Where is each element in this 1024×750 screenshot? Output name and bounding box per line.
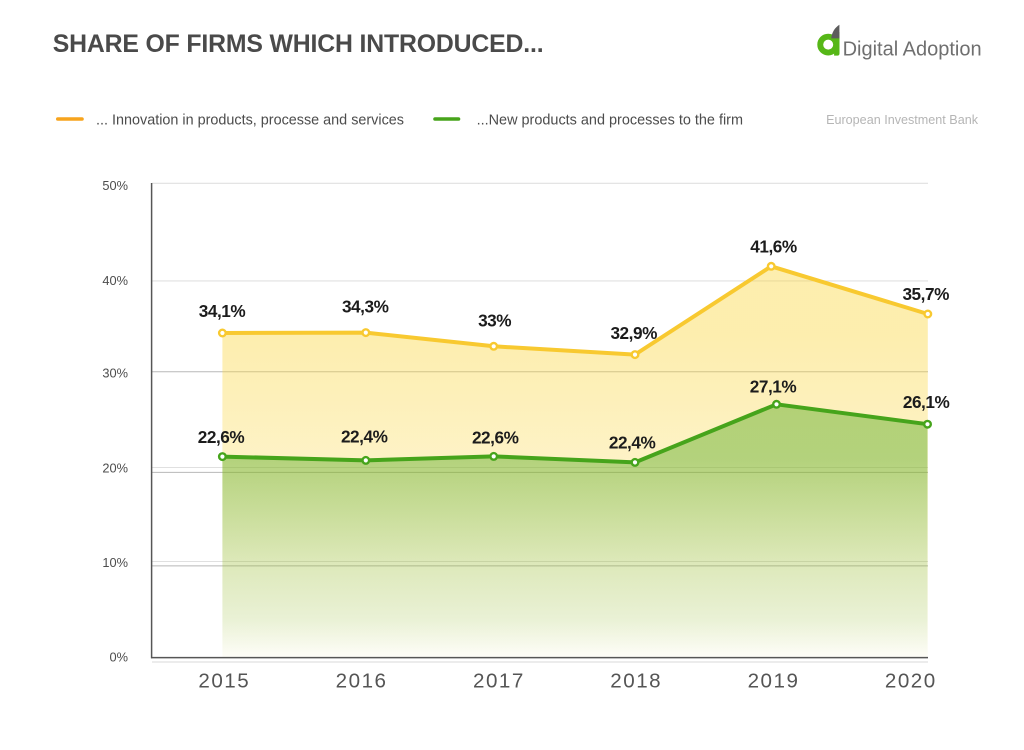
- svg-text:2019: 2019: [748, 669, 800, 692]
- svg-text:26,1%: 26,1%: [903, 392, 950, 412]
- svg-text:...New products and processes: ...New products and processes to the fir…: [477, 112, 743, 128]
- svg-text:22,4%: 22,4%: [609, 432, 656, 452]
- svg-text:2020: 2020: [885, 669, 937, 692]
- svg-text:50%: 50%: [102, 178, 128, 193]
- svg-text:32,9%: 32,9%: [610, 323, 657, 343]
- svg-text:41,6%: 41,6%: [750, 236, 797, 256]
- svg-text:22,6%: 22,6%: [472, 427, 519, 447]
- svg-text:22,6%: 22,6%: [198, 427, 245, 447]
- svg-text:SHARE OF FIRMS WHICH INTRODUCE: SHARE OF FIRMS WHICH INTRODUCED...: [53, 31, 544, 58]
- svg-text:Digital Adoption: Digital Adoption: [843, 39, 982, 61]
- svg-text:30%: 30%: [102, 366, 128, 381]
- svg-text:34,1%: 34,1%: [199, 301, 246, 321]
- svg-text:35,7%: 35,7%: [902, 284, 949, 304]
- svg-text:2016: 2016: [336, 669, 388, 692]
- svg-text:2018: 2018: [610, 669, 662, 692]
- svg-text:33%: 33%: [478, 310, 511, 330]
- svg-text:European Investment Bank: European Investment Bank: [826, 113, 979, 127]
- svg-text:... Innovation in products, pr: ... Innovation in products, processe and…: [96, 112, 404, 128]
- svg-text:20%: 20%: [102, 460, 128, 475]
- svg-text:22,4%: 22,4%: [341, 426, 388, 446]
- svg-text:27,1%: 27,1%: [750, 376, 797, 396]
- svg-text:0%: 0%: [110, 649, 129, 664]
- svg-text:40%: 40%: [102, 273, 128, 288]
- svg-text:34,3%: 34,3%: [342, 296, 389, 316]
- svg-text:10%: 10%: [102, 555, 128, 570]
- svg-text:2017: 2017: [473, 669, 525, 692]
- svg-text:2015: 2015: [198, 669, 250, 692]
